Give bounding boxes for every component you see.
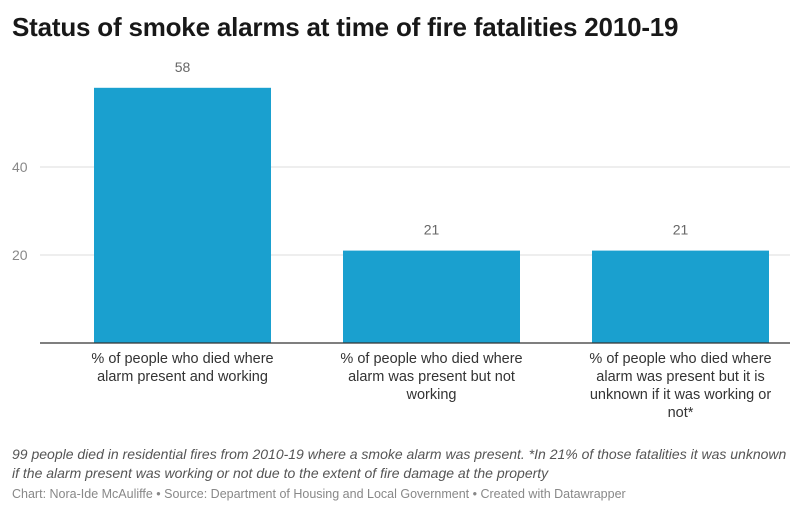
bar-value-label: 21 <box>424 222 440 238</box>
x-category-label: % of people who died where alarm was pre… <box>340 351 523 403</box>
y-tick-label: 40 <box>12 159 28 175</box>
chart-title: Status of smoke alarms at time of fire f… <box>12 12 679 42</box>
y-tick-label: 20 <box>12 247 28 263</box>
bar <box>343 250 520 343</box>
chart-plot-area: 58 21 21 20 40 % of people who died where al… <box>12 59 790 421</box>
bar-value-label: 21 <box>673 222 689 238</box>
bar-value-label: 58 <box>175 59 191 75</box>
bar-chart: 58 21 21 <box>40 59 790 344</box>
bar <box>94 87 271 343</box>
x-category-label: % of people who died where alarm was pre… <box>589 351 772 421</box>
bar <box>592 250 769 343</box>
chart-footer: Chart: Nora-Ide McAuliffe • Source: Depa… <box>12 487 626 501</box>
chart-notes: 99 people died in residential fires from… <box>12 446 787 481</box>
x-category-label: % of people who died where alarm present… <box>91 351 274 385</box>
